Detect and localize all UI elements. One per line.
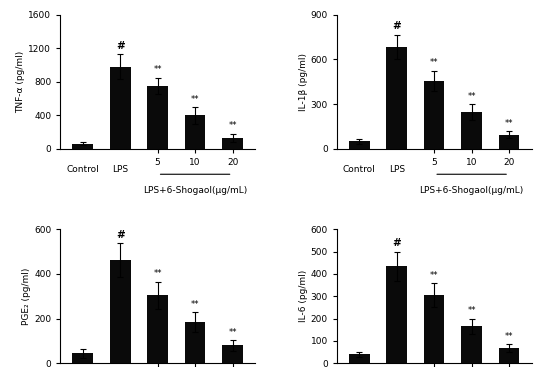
- Text: **: **: [229, 121, 237, 130]
- Bar: [110, 67, 130, 149]
- Bar: [147, 86, 168, 149]
- Bar: [499, 348, 520, 363]
- Bar: [72, 353, 93, 363]
- Text: LPS: LPS: [112, 165, 128, 174]
- Bar: [349, 141, 369, 149]
- Text: #: #: [392, 238, 401, 248]
- Text: LPS+6-Shogaol(μg/mL): LPS+6-Shogaol(μg/mL): [420, 186, 524, 195]
- Bar: [461, 327, 482, 363]
- Text: **: **: [467, 306, 476, 315]
- Text: #: #: [116, 41, 124, 51]
- Y-axis label: IL-1β (pg/ml): IL-1β (pg/ml): [299, 53, 308, 111]
- Text: **: **: [191, 95, 199, 103]
- Text: **: **: [229, 327, 237, 337]
- Bar: [147, 295, 168, 363]
- Y-axis label: PGE₂ (pg/ml): PGE₂ (pg/ml): [22, 268, 31, 325]
- Bar: [461, 112, 482, 149]
- Bar: [110, 260, 130, 363]
- Text: **: **: [505, 119, 513, 128]
- Bar: [72, 144, 93, 149]
- Text: #: #: [392, 21, 401, 32]
- Bar: [424, 81, 444, 149]
- Text: **: **: [153, 269, 162, 279]
- Text: LPS: LPS: [389, 165, 405, 174]
- Text: **: **: [191, 299, 199, 309]
- Text: Control: Control: [343, 165, 376, 174]
- Bar: [499, 135, 520, 149]
- Text: **: **: [505, 332, 513, 341]
- Bar: [222, 138, 243, 149]
- Bar: [349, 355, 369, 363]
- Text: Control: Control: [66, 165, 99, 174]
- Text: **: **: [153, 65, 162, 74]
- Bar: [424, 295, 444, 363]
- Bar: [185, 115, 206, 149]
- Text: **: **: [467, 92, 476, 101]
- Y-axis label: IL-6 (pg/ml): IL-6 (pg/ml): [299, 270, 308, 322]
- Text: LPS+6-Shogaol(μg/mL): LPS+6-Shogaol(μg/mL): [143, 186, 247, 195]
- Y-axis label: TNF-α (pg/ml): TNF-α (pg/ml): [16, 51, 25, 113]
- Bar: [386, 47, 407, 149]
- Text: **: **: [430, 58, 438, 67]
- Bar: [222, 345, 243, 363]
- Text: **: **: [430, 270, 438, 280]
- Bar: [185, 322, 206, 363]
- Bar: [386, 266, 407, 363]
- Text: #: #: [116, 230, 124, 240]
